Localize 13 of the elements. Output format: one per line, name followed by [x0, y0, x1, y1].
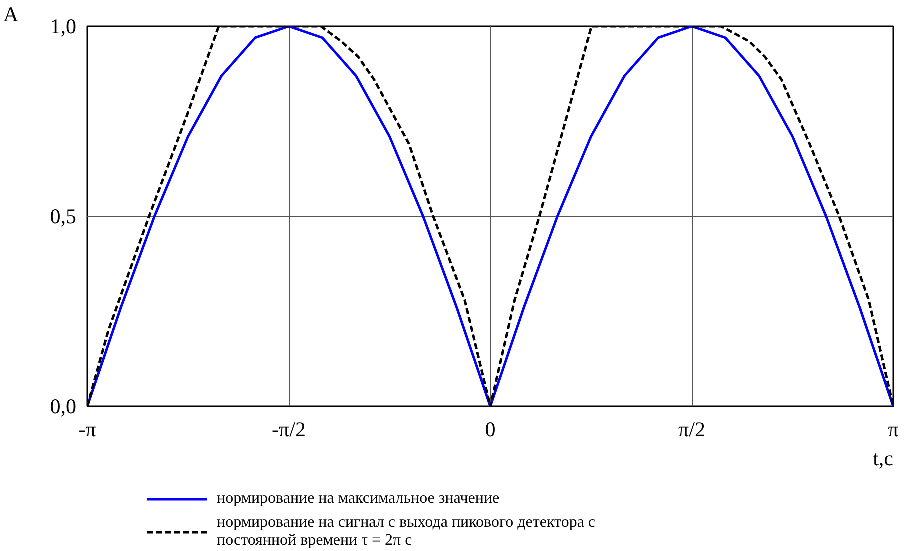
- x-tick-label: π: [888, 418, 900, 442]
- line-series: [88, 26, 894, 406]
- y-tick-label: 0,0: [50, 394, 76, 418]
- x-tick-label: -π: [78, 418, 97, 442]
- x-axis-title: t,c: [873, 446, 894, 470]
- y-axis-title: A: [4, 2, 20, 26]
- legend-label: нормирование на максимальное значение: [217, 490, 500, 508]
- y-tick-label: 1,0: [50, 14, 76, 38]
- y-tick-label: 0,5: [50, 204, 76, 228]
- legend-label: нормирование на сигнал с выхода пикового детектора с постоянной времени τ = 2π c: [217, 514, 596, 550]
- x-tick-label: π/2: [678, 418, 706, 442]
- x-tick-label: -π/2: [272, 418, 306, 442]
- x-tick-label: 0: [485, 418, 496, 442]
